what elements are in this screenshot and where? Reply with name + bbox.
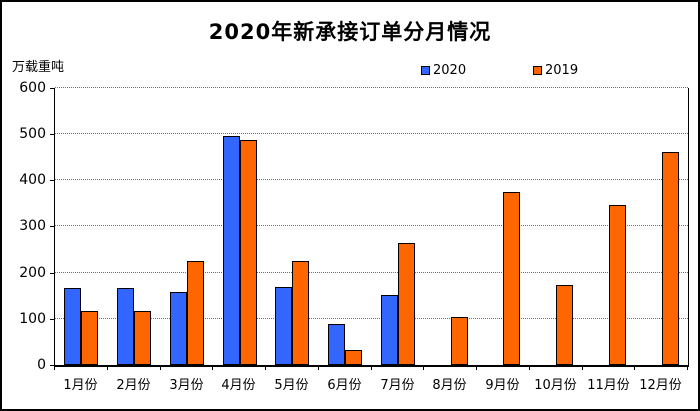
bar-2019-8月份 xyxy=(451,317,468,365)
chart-title: 2020年新承接订单分月情况 xyxy=(208,20,492,44)
legend-label-2020: 2020 xyxy=(433,63,467,78)
bar-2019-3月份 xyxy=(187,261,204,365)
bar-2020-7月份 xyxy=(381,295,398,365)
y-tick-mark-600 xyxy=(50,88,55,89)
x-tick-mark-8 xyxy=(476,366,477,370)
bar-2020-6月份 xyxy=(328,324,345,365)
legend-item-2020: 2020 xyxy=(421,63,466,78)
y-tick-label-200: 200 xyxy=(19,265,46,281)
y-tick-label-400: 400 xyxy=(19,172,46,188)
x-tick-mark-12 xyxy=(687,366,688,370)
x-tick-mark-6 xyxy=(371,366,372,370)
x-category-label-6月份: 6月份 xyxy=(327,378,362,393)
y-tick-label-0: 0 xyxy=(37,357,46,373)
y-tick-label-600: 600 xyxy=(19,80,46,96)
gridline-100 xyxy=(55,318,688,319)
plot-area xyxy=(54,87,689,367)
bar-2019-1月份 xyxy=(81,311,98,365)
y-tick-label-100: 100 xyxy=(19,311,46,327)
gridline-400 xyxy=(55,179,688,180)
y-tick-mark-100 xyxy=(50,319,55,320)
y-tick-mark-400 xyxy=(50,180,55,181)
gridline-200 xyxy=(55,272,688,273)
y-tick-mark-300 xyxy=(50,226,55,227)
x-tick-mark-0 xyxy=(54,366,55,370)
bar-2019-2月份 xyxy=(134,311,151,365)
x-category-label-7月份: 7月份 xyxy=(380,378,415,393)
bar-2019-7月份 xyxy=(398,243,415,365)
x-tick-mark-5 xyxy=(318,366,319,370)
bar-2020-4月份 xyxy=(223,136,240,365)
bar-2019-10月份 xyxy=(556,285,573,365)
y-tick-mark-0 xyxy=(50,365,55,366)
x-tick-mark-7 xyxy=(423,366,424,370)
x-tick-mark-1 xyxy=(107,366,108,370)
legend-swatch-2019-icon xyxy=(533,66,542,75)
x-category-label-8月份: 8月份 xyxy=(432,378,467,393)
bar-2020-5月份 xyxy=(275,287,292,365)
x-tick-mark-10 xyxy=(582,366,583,370)
x-category-label-3月份: 3月份 xyxy=(169,378,204,393)
x-category-label-9月份: 9月份 xyxy=(485,378,520,393)
x-tick-mark-11 xyxy=(634,366,635,370)
bar-2019-9月份 xyxy=(503,192,520,365)
x-tick-mark-2 xyxy=(160,366,161,370)
y-tick-label-500: 500 xyxy=(19,126,46,142)
x-category-label-1月份: 1月份 xyxy=(63,378,98,393)
y-tick-mark-200 xyxy=(50,273,55,274)
bar-2020-3月份 xyxy=(170,292,187,365)
bar-2019-11月份 xyxy=(609,205,626,365)
bar-2019-12月份 xyxy=(662,152,679,365)
y-axis-unit-label: 万载重吨 xyxy=(12,60,65,75)
gridline-500 xyxy=(55,133,688,134)
x-category-label-4月份: 4月份 xyxy=(221,378,256,393)
x-tick-mark-3 xyxy=(212,366,213,370)
gridline-600 xyxy=(55,87,688,88)
y-tick-mark-500 xyxy=(50,134,55,135)
legend-item-2019: 2019 xyxy=(533,63,578,78)
legend-label-2019: 2019 xyxy=(545,63,579,78)
y-tick-label-300: 300 xyxy=(19,218,46,234)
bar-2019-5月份 xyxy=(292,261,309,365)
x-category-label-2月份: 2月份 xyxy=(116,378,151,393)
x-category-label-5月份: 5月份 xyxy=(274,378,309,393)
bar-2020-1月份 xyxy=(64,288,81,365)
x-tick-mark-9 xyxy=(529,366,530,370)
bar-2019-4月份 xyxy=(240,140,257,365)
x-category-label-11月份: 11月份 xyxy=(587,378,630,393)
x-tick-mark-4 xyxy=(265,366,266,370)
bar-2020-2月份 xyxy=(117,288,134,365)
x-category-label-10月份: 10月份 xyxy=(534,378,577,393)
bar-2019-6月份 xyxy=(345,350,362,365)
gridline-300 xyxy=(55,225,688,226)
legend-swatch-2020-icon xyxy=(421,66,430,75)
x-category-label-12月份: 12月份 xyxy=(639,378,682,393)
